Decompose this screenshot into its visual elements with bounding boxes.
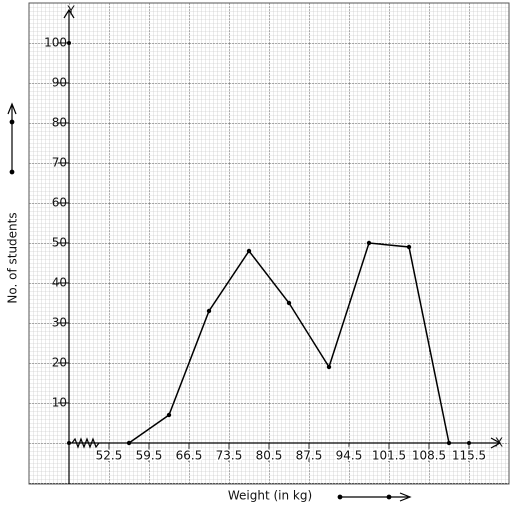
- x-axis-name: X: [495, 436, 503, 450]
- x-tick-label: 73.5: [216, 449, 243, 463]
- y-tick-label: 70: [52, 156, 67, 170]
- x-tick-label: 115.5: [452, 449, 486, 463]
- point: [286, 300, 292, 306]
- y-tick-label: 10: [52, 396, 67, 410]
- x-tick-label: 66.5: [176, 449, 203, 463]
- point: [406, 244, 412, 250]
- y-axis-name: Y: [66, 4, 75, 18]
- axes: [63, 8, 502, 484]
- point: [206, 308, 212, 314]
- y-tick-label: 30: [52, 316, 67, 330]
- x-tick-label: 80.5: [256, 449, 283, 463]
- point: [166, 412, 172, 418]
- x-tick-label: 52.5: [96, 449, 123, 463]
- y-tick-label: 60: [52, 196, 67, 210]
- y-tick-label: 100: [44, 36, 67, 50]
- x-tick-label: 87.5: [296, 449, 323, 463]
- graph-paper: [28, 2, 510, 485]
- point: [326, 364, 332, 370]
- x-axis-label: Weight (in kg): [228, 489, 312, 503]
- point: [246, 248, 252, 254]
- y-tick-label: 20: [52, 356, 67, 370]
- x-tick-label: 101.5: [372, 449, 406, 463]
- x-tick-label: 108.5: [412, 449, 446, 463]
- point: [366, 240, 372, 246]
- y-tick-label: 50: [52, 236, 67, 250]
- y-tick-label: 40: [52, 276, 67, 290]
- point: [126, 440, 132, 446]
- point: [446, 440, 452, 446]
- y-tick-label: 90: [52, 76, 67, 90]
- y-tick-label: 80: [52, 116, 67, 130]
- x-tick-label: 59.5: [136, 449, 163, 463]
- x-tick-label: 94.5: [336, 449, 363, 463]
- origin-dot: [67, 441, 71, 445]
- decor-arrow: [7, 102, 412, 502]
- y-axis-label: No. of students: [6, 212, 20, 303]
